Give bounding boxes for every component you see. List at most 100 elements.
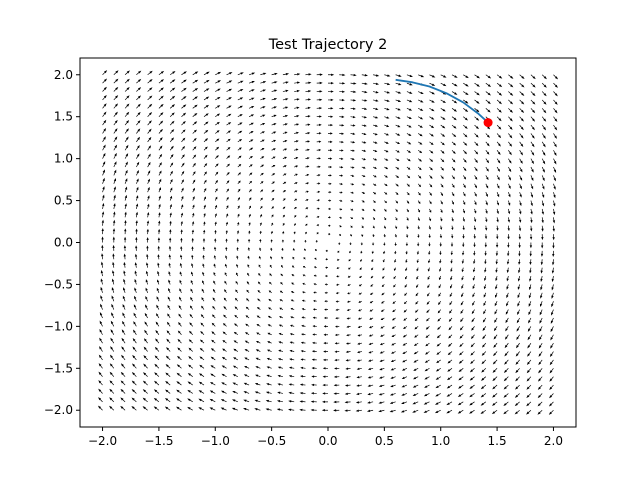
vector-arrow bbox=[382, 267, 385, 271]
y-tick-label: −1.5 bbox=[44, 361, 73, 375]
vector-arrow bbox=[548, 401, 554, 407]
vector-arrow bbox=[244, 340, 250, 344]
vector-arrow bbox=[226, 155, 231, 159]
vector-arrow bbox=[496, 108, 502, 113]
vector-arrow bbox=[462, 192, 466, 197]
vector-arrow bbox=[508, 166, 512, 173]
vector-arrow bbox=[541, 124, 547, 131]
vector-arrow bbox=[460, 301, 464, 306]
vector-arrow bbox=[526, 409, 532, 415]
vector-arrow bbox=[294, 89, 300, 93]
vector-arrow bbox=[451, 133, 457, 138]
vector-arrow bbox=[135, 228, 138, 235]
vector-arrow bbox=[551, 275, 555, 283]
y-tick-label: −1.0 bbox=[44, 319, 73, 333]
vector-arrow bbox=[132, 363, 137, 369]
vector-arrow bbox=[225, 246, 228, 251]
vector-arrow bbox=[491, 401, 498, 406]
vector-arrow bbox=[303, 257, 306, 260]
vector-arrow bbox=[447, 342, 453, 347]
vector-arrow bbox=[132, 346, 137, 352]
vector-arrow bbox=[113, 144, 118, 151]
vector-arrow bbox=[519, 166, 523, 173]
vector-arrow bbox=[101, 253, 104, 260]
vector-arrow bbox=[334, 350, 340, 353]
vector-arrow bbox=[496, 175, 500, 181]
vector-arrow bbox=[226, 88, 233, 92]
vector-arrow bbox=[237, 80, 244, 84]
vector-arrow bbox=[484, 242, 488, 248]
vector-arrow bbox=[294, 140, 299, 143]
vector-arrow bbox=[359, 267, 363, 270]
vector-arrow bbox=[402, 342, 408, 346]
vector-arrow bbox=[176, 381, 182, 386]
vector-arrow bbox=[368, 334, 374, 337]
vector-arrow bbox=[390, 359, 396, 363]
vector-arrow bbox=[469, 376, 475, 381]
vector-arrow bbox=[418, 74, 425, 78]
vector-arrow bbox=[345, 367, 351, 370]
vector-arrow bbox=[496, 150, 501, 156]
vector-arrow bbox=[192, 79, 199, 84]
vector-arrow bbox=[538, 351, 543, 357]
vector-arrow bbox=[109, 380, 115, 386]
vector-arrow bbox=[416, 250, 420, 255]
vector-arrow bbox=[102, 128, 107, 134]
vector-arrow bbox=[372, 234, 375, 238]
vector-arrow bbox=[450, 259, 453, 264]
vector-arrow bbox=[451, 200, 454, 205]
vector-arrow bbox=[485, 82, 492, 88]
vector-arrow bbox=[267, 315, 272, 319]
vector-arrow bbox=[215, 88, 221, 92]
vector-arrow bbox=[199, 364, 205, 369]
vector-arrow bbox=[243, 374, 250, 378]
vector-arrow bbox=[260, 156, 265, 159]
vector-arrow bbox=[553, 99, 558, 105]
vector-arrow bbox=[101, 202, 105, 210]
vector-arrow bbox=[350, 183, 355, 186]
vector-arrow bbox=[417, 191, 421, 196]
vector-arrow bbox=[176, 364, 182, 369]
vector-arrow bbox=[361, 149, 367, 152]
vector-arrow bbox=[271, 106, 277, 109]
vector-arrow bbox=[449, 292, 453, 297]
vector-arrow bbox=[346, 308, 351, 312]
vector-arrow bbox=[181, 121, 186, 126]
vector-arrow bbox=[395, 149, 400, 153]
vector-arrow bbox=[280, 273, 284, 277]
vector-arrow bbox=[428, 250, 431, 255]
vector-arrow bbox=[292, 248, 295, 251]
vector-arrow bbox=[462, 217, 465, 222]
vector-arrow bbox=[356, 359, 362, 362]
vector-arrow bbox=[406, 217, 409, 221]
vector-arrow bbox=[192, 187, 195, 193]
vector-arrow bbox=[425, 326, 430, 330]
vector-arrow bbox=[214, 179, 218, 184]
vector-arrow bbox=[110, 337, 115, 344]
vector-arrow bbox=[248, 89, 255, 92]
vector-arrow bbox=[221, 373, 227, 377]
x-tick-label: −0.5 bbox=[257, 434, 286, 448]
vector-arrow bbox=[350, 217, 354, 219]
vector-arrow bbox=[282, 81, 289, 84]
vector-arrow bbox=[519, 158, 523, 164]
vector-arrow bbox=[124, 144, 129, 151]
vector-arrow bbox=[439, 267, 442, 272]
vector-arrow bbox=[553, 133, 557, 139]
vector-arrow bbox=[517, 275, 521, 282]
vector-arrow bbox=[528, 309, 532, 316]
vector-arrow bbox=[277, 366, 283, 369]
vector-arrow bbox=[260, 205, 263, 210]
vector-arrow bbox=[98, 380, 103, 386]
vector-arrow bbox=[226, 180, 230, 185]
vector-arrow bbox=[485, 192, 488, 198]
vector-arrow bbox=[282, 148, 288, 151]
vector-arrow bbox=[360, 250, 363, 254]
vector-arrow bbox=[463, 82, 469, 87]
vector-arrow bbox=[144, 321, 148, 327]
vector-arrow bbox=[269, 264, 272, 268]
vector-arrow bbox=[541, 74, 547, 80]
vector-arrow bbox=[338, 242, 341, 245]
vector-arrow bbox=[428, 217, 432, 222]
vector-arrow bbox=[519, 200, 522, 207]
